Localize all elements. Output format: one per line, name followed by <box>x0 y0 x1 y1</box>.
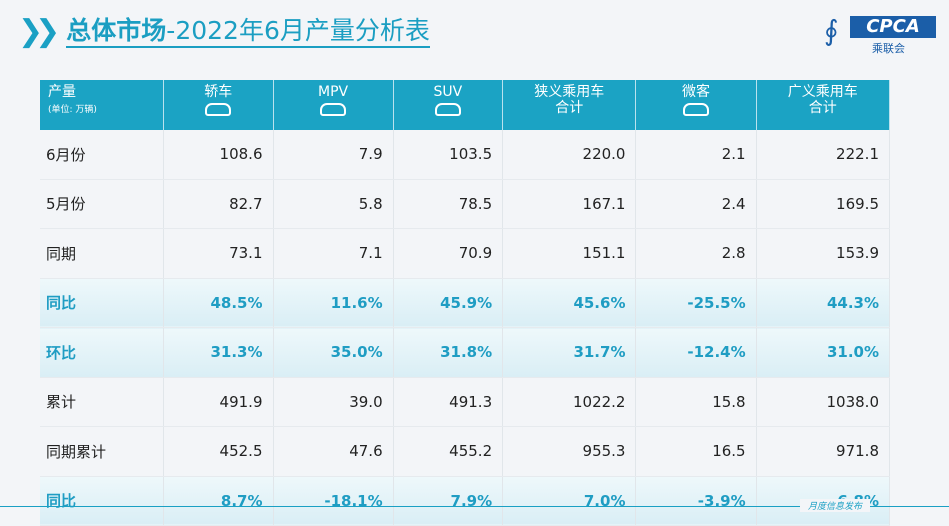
row-label: 同期 <box>40 228 164 279</box>
cell-value: -3.9% <box>635 476 757 526</box>
cell-value: 31.0% <box>756 327 891 378</box>
cell-value: 47.6 <box>273 426 394 477</box>
cell-value: 2.4 <box>635 179 757 229</box>
page-title: ❯❯ 总体市场-2022年6月产量分析表 <box>18 14 430 49</box>
cell-value: 31.3% <box>163 327 274 378</box>
sedan-icon <box>205 103 232 116</box>
cell-value: 220.0 <box>502 130 637 180</box>
row-label: 同期累计 <box>40 426 164 477</box>
cell-value: 16.5 <box>635 426 757 477</box>
cell-value: 45.6% <box>502 278 637 328</box>
table-row: 同比 48.5% 11.6% 45.9% 45.6% -25.5% 44.3% <box>40 278 891 328</box>
cell-value: 103.5 <box>393 130 504 180</box>
double-chevron-icon: ❯❯ <box>18 14 60 49</box>
row-label: 环比 <box>40 327 164 378</box>
table-row: 累计 491.9 39.0 491.3 1022.2 15.8 1038.0 <box>40 377 891 427</box>
row-label: 同比 <box>40 476 164 526</box>
row-label: 累计 <box>40 377 164 427</box>
cell-value: 2.8 <box>635 228 757 279</box>
row-label: 同比 <box>40 278 164 328</box>
column-header: 轿车 <box>163 80 274 130</box>
cell-value: 31.7% <box>502 327 637 378</box>
table-row: 环比 31.3% 35.0% 31.8% 31.7% -12.4% 31.0% <box>40 327 891 378</box>
cell-value: 955.3 <box>502 426 637 477</box>
title-prefix: 总体市场 <box>66 15 167 45</box>
cell-value: 2.1 <box>635 130 757 180</box>
cell-value: 222.1 <box>756 130 891 180</box>
column-header: 狭义乘用车合计 <box>502 80 637 130</box>
column-header: SUV <box>393 80 504 130</box>
cpca-logo: ∮ CPCA 乘联会 <box>820 12 938 57</box>
cell-value: 1022.2 <box>502 377 637 427</box>
mpv-icon <box>320 103 347 116</box>
cell-value: 151.1 <box>502 228 637 279</box>
table-row: 6月份 108.6 7.9 103.5 220.0 2.1 222.1 <box>40 130 891 180</box>
cell-value: 8.7% <box>163 476 274 526</box>
cell-value: -18.1% <box>273 476 394 526</box>
cell-value: 44.3% <box>756 278 891 328</box>
row-label: 6月份 <box>40 130 164 180</box>
table-row: 同比8.7%-18.1%7.9%7.0%-3.9%6.8% <box>40 476 891 526</box>
cell-value: 7.9% <box>393 476 504 526</box>
cell-value: 48.5% <box>163 278 274 328</box>
cell-value: 491.9 <box>163 377 274 427</box>
cell-value: 78.5 <box>393 179 504 229</box>
cell-value: 971.8 <box>756 426 891 477</box>
footer-text: 月度信息发布 <box>800 499 871 512</box>
cell-value: 7.9 <box>273 130 394 180</box>
cell-value: 153.9 <box>756 228 891 279</box>
cell-value: -25.5% <box>635 278 757 328</box>
cell-value: 108.6 <box>163 130 274 180</box>
cell-value: 1038.0 <box>756 377 891 427</box>
production-table: 产量 (单位: 万辆) 轿车 MPV SUV 狭义乘用车合计 微客 广义乘用车合计 6月份 10… <box>40 80 891 526</box>
cell-value: -12.4% <box>635 327 757 378</box>
table-row: 同期 73.1 7.1 70.9 151.1 2.8 153.9 <box>40 228 891 279</box>
logo-text: CPCA <box>850 16 936 38</box>
cell-value: 167.1 <box>502 179 637 229</box>
table-row: 同期累计 452.5 47.6 455.2 955.3 16.5 971.8 <box>40 426 891 477</box>
footer-line: 月度信息发布 <box>0 499 949 512</box>
cell-value: 169.5 <box>756 179 891 229</box>
cell-value: 35.0% <box>273 327 394 378</box>
cell-value: 5.8 <box>273 179 394 229</box>
cell-value: 82.7 <box>163 179 274 229</box>
table-row: 5月份 82.7 5.8 78.5 167.1 2.4 169.5 <box>40 179 891 229</box>
cell-value: 73.1 <box>163 228 274 279</box>
cell-value: 45.9% <box>393 278 504 328</box>
cell-value: 39.0 <box>273 377 394 427</box>
cell-value: 11.6% <box>273 278 394 328</box>
cell-value: 70.9 <box>393 228 504 279</box>
minivan-icon <box>683 103 710 116</box>
title-suffix: -2022年6月产量分析表 <box>166 15 430 45</box>
cell-value: 15.8 <box>635 377 757 427</box>
cell-value: 7.1 <box>273 228 394 279</box>
cell-value: 7.0% <box>502 476 637 526</box>
column-header: 广义乘用车合计 <box>756 80 891 130</box>
logo-sub: 乘联会 <box>872 42 905 55</box>
column-header: MPV <box>273 80 394 130</box>
cell-value: 455.2 <box>393 426 504 477</box>
header-label: 产量 (单位: 万辆) <box>40 80 164 130</box>
column-header: 微客 <box>635 80 757 130</box>
cell-value: 31.8% <box>393 327 504 378</box>
cell-value: 491.3 <box>393 377 504 427</box>
cell-value: 452.5 <box>163 426 274 477</box>
row-label: 5月份 <box>40 179 164 229</box>
swirl-icon: ∮ <box>824 14 839 47</box>
suv-icon <box>434 103 461 116</box>
